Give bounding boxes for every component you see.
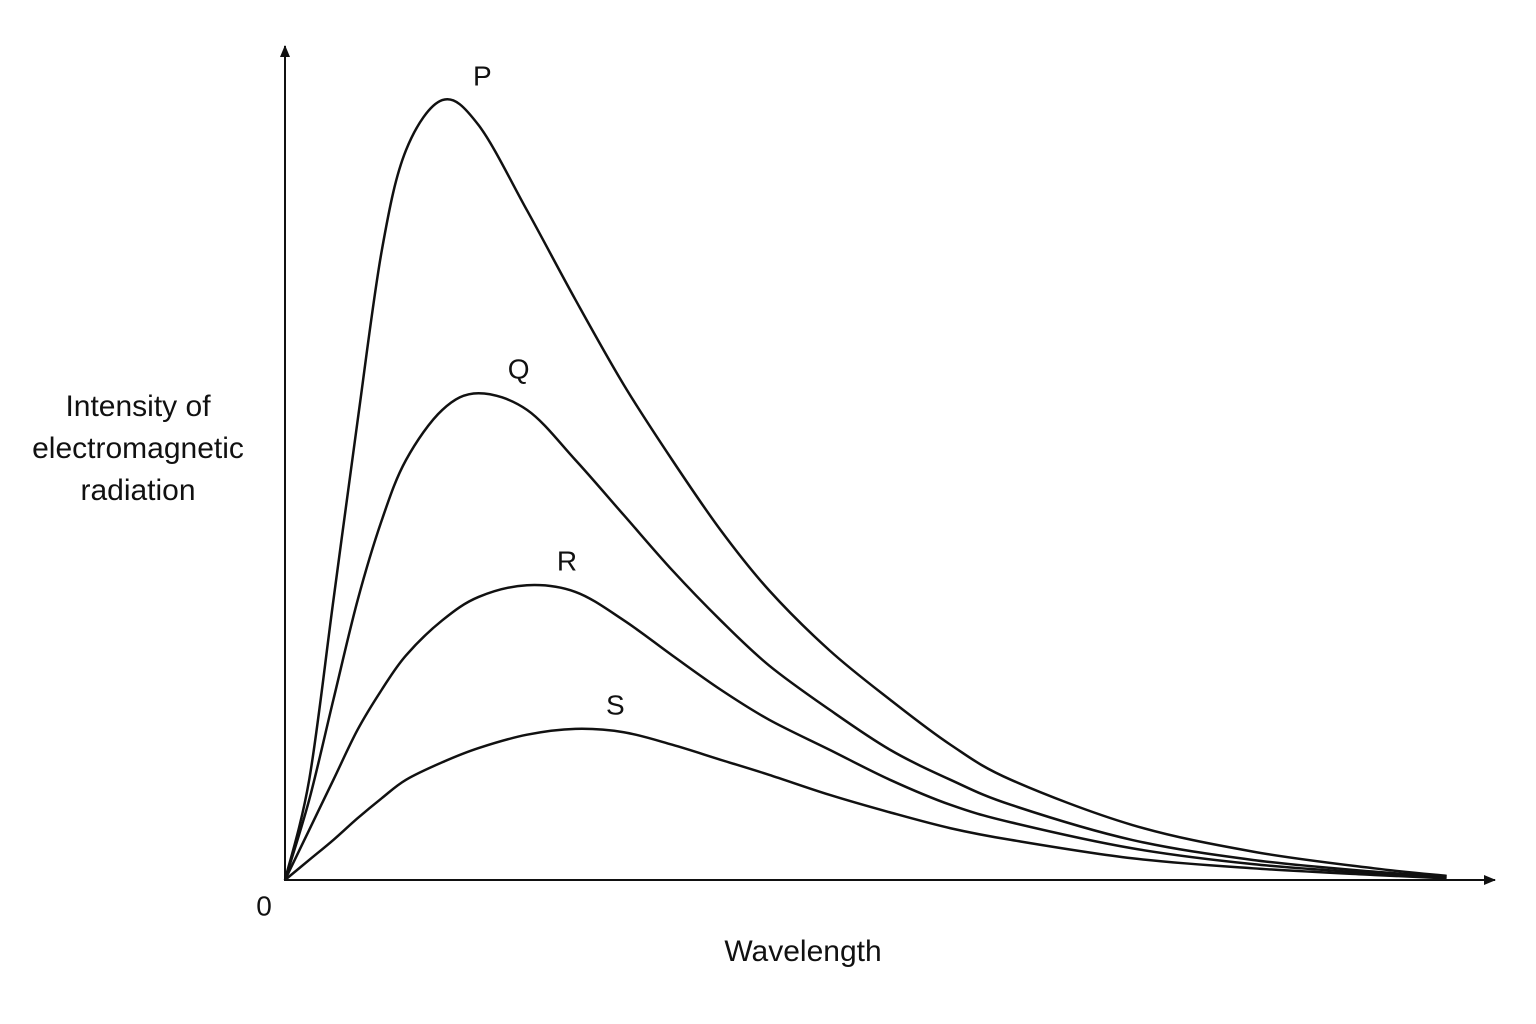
curve-label: R: [557, 546, 577, 577]
y-axis-label: Intensity of electromagnetic radiation: [32, 390, 244, 507]
x-tick-label: 0: [256, 890, 272, 921]
x-axis-label: Wavelength: [724, 935, 881, 968]
curve: [283, 97, 1447, 881]
curve: [283, 583, 1447, 881]
curve-label: Q: [508, 354, 530, 385]
curve: [283, 391, 1447, 881]
curve-label: P: [473, 61, 492, 92]
curve: [284, 727, 1447, 881]
curve-label: S: [606, 689, 625, 720]
